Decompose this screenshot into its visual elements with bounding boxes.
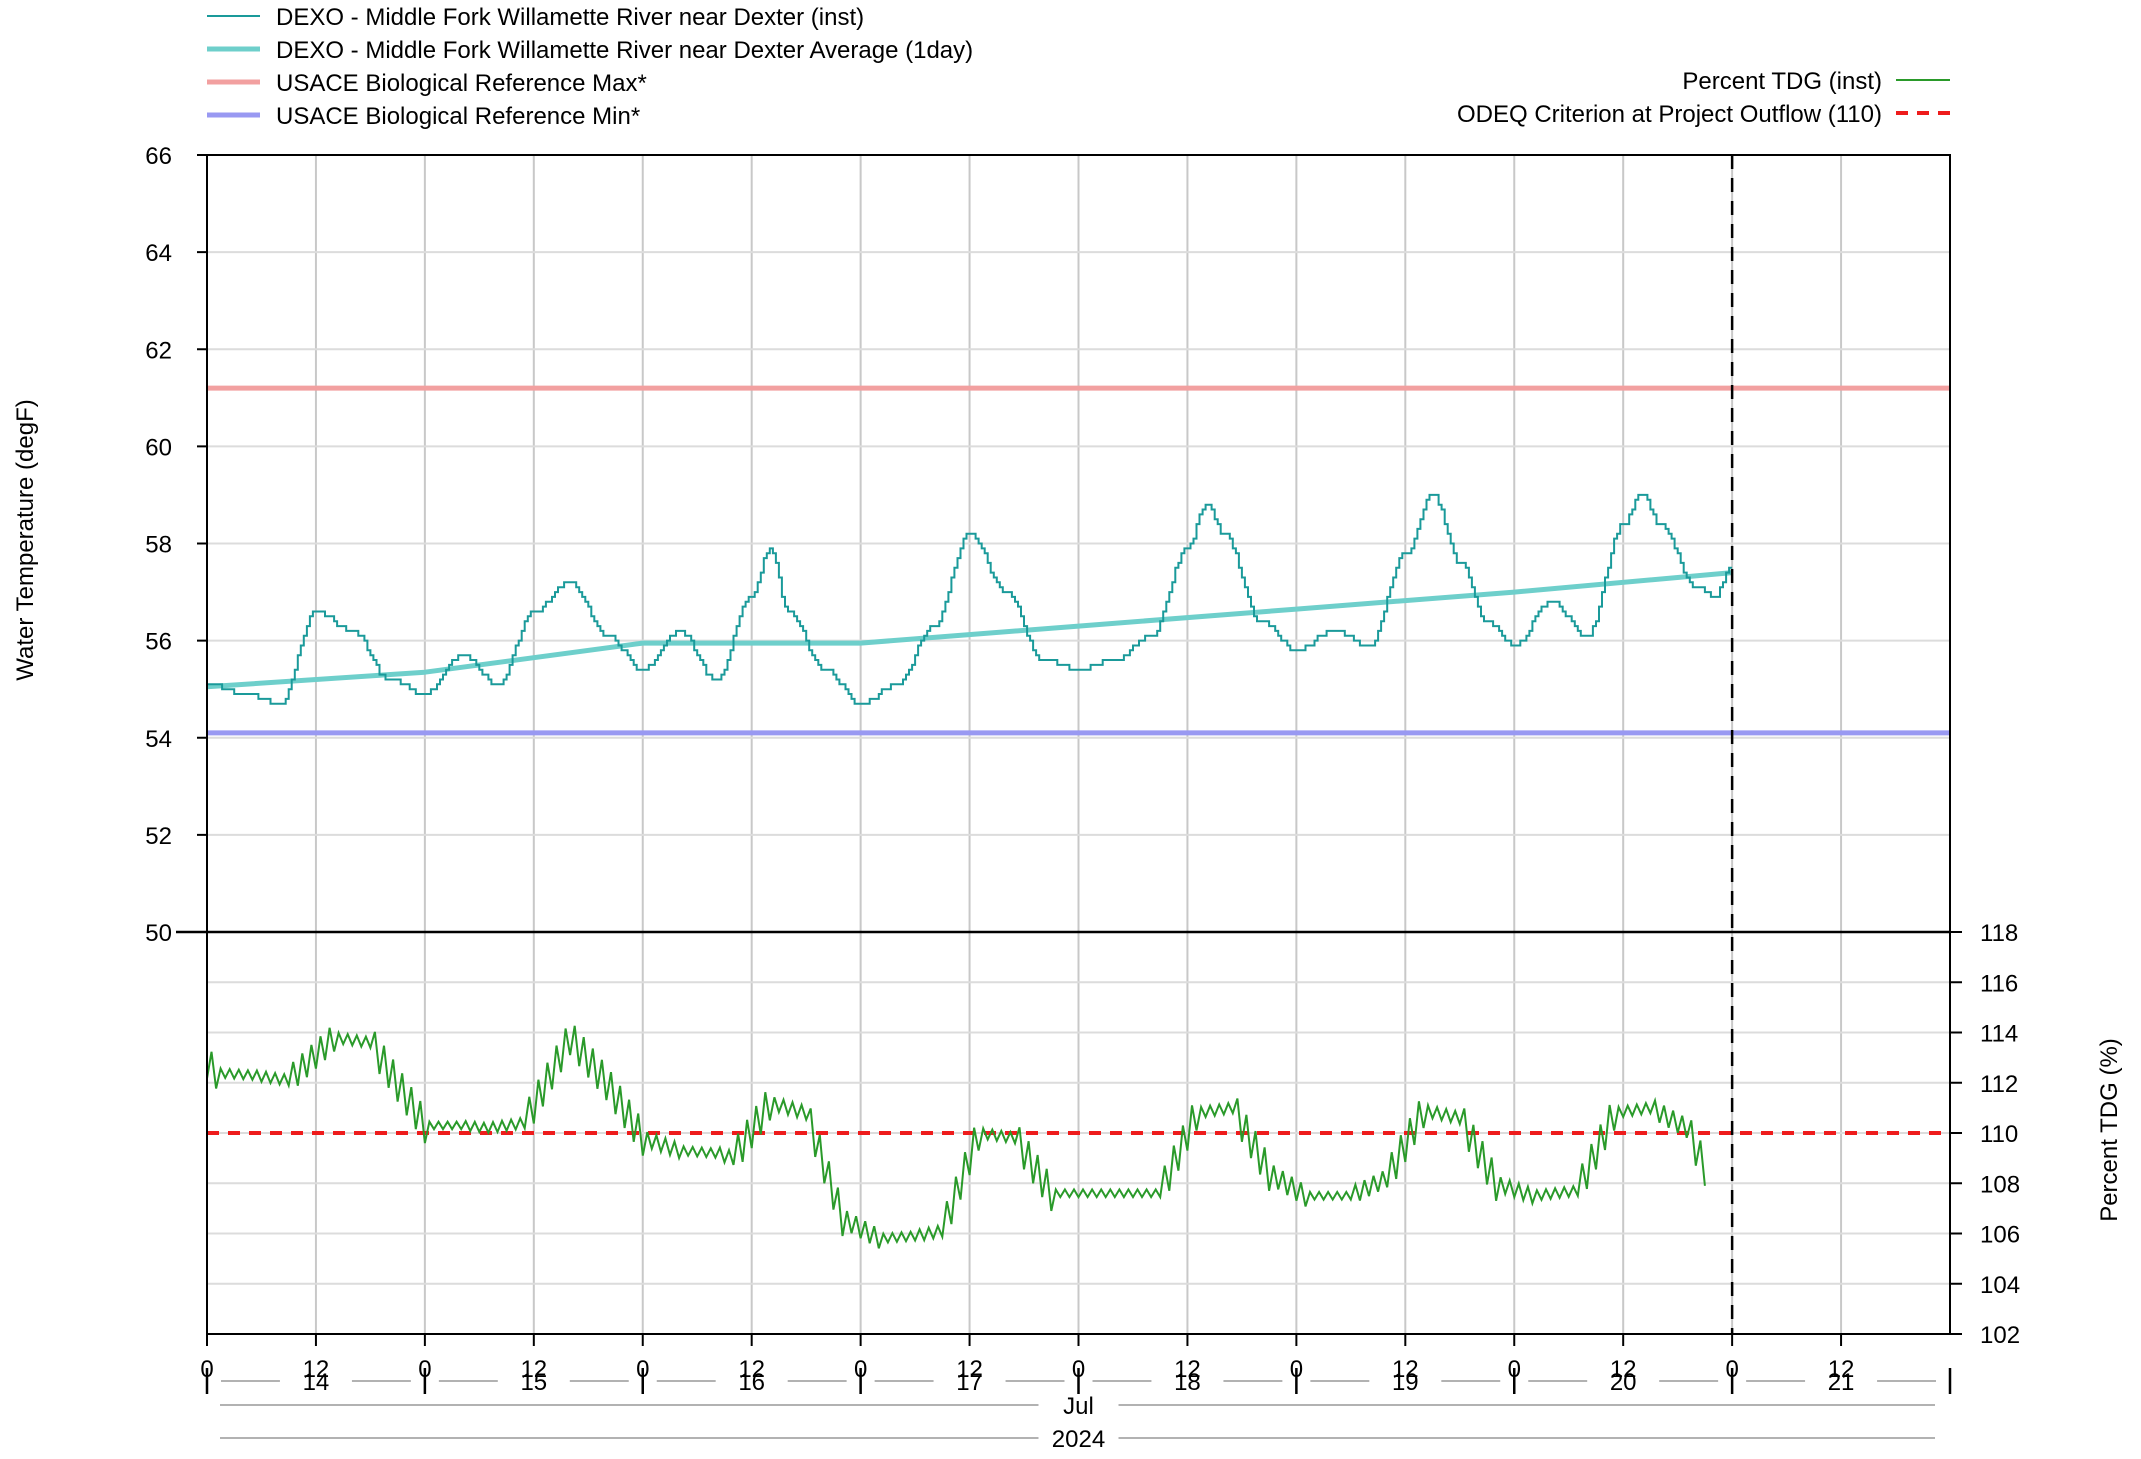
y-axis-ticks: 50 52 54 56 58 60 62 64 66 102 104 106 108 110 112 114 1…: [145, 143, 2020, 1349]
day-label: 20: [1610, 1369, 1637, 1396]
y-tick-label: 66: [145, 143, 172, 170]
x-tick-label: 12: [303, 1356, 330, 1383]
legend-label: DEXO - Middle Fork Willamette River near…: [276, 37, 973, 64]
x-tick-label: 12: [520, 1356, 547, 1383]
water-temp-inst-line: [207, 493, 1733, 705]
y2-tick-label: 118: [1980, 920, 2018, 947]
y-tick-label: 56: [145, 629, 172, 656]
legend-label: USACE Biological Reference Min*: [276, 103, 640, 130]
series-layer: [206, 385, 1950, 1249]
day-label: 21: [1828, 1369, 1855, 1396]
y2-tick-label: 108: [1980, 1171, 2020, 1198]
y-tick-label: 54: [145, 726, 172, 753]
y-tick-label: 52: [145, 823, 172, 850]
y-axis-title-right: Percent TDG (%): [2096, 1038, 2123, 1222]
y2-tick-label: 102: [1980, 1322, 2020, 1349]
y2-tick-label: 110: [1980, 1121, 2018, 1148]
day-label: 14: [303, 1369, 330, 1396]
y-tick-label: 64: [145, 240, 172, 267]
x-axis-ticks: 0120120120120120120120121415161718192021…: [200, 1334, 1952, 1453]
y2-tick-label: 106: [1980, 1222, 2020, 1249]
plot-frame: [176, 154, 1951, 1335]
legend-label: DEXO - Middle Fork Willamette River near…: [276, 4, 864, 31]
day-label: 16: [738, 1369, 765, 1396]
x-tick-label: 12: [1392, 1356, 1419, 1383]
y2-tick-label: 112: [1980, 1071, 2018, 1098]
year-label: 2024: [1052, 1426, 1105, 1453]
grid-lines: [207, 155, 1950, 1334]
y2-tick-label: 104: [1980, 1272, 2020, 1299]
y2-tick-label: 114: [1980, 1021, 2018, 1048]
legend-label: ODEQ Criterion at Project Outflow (110): [1457, 101, 1882, 128]
y-tick-label: 50: [145, 920, 172, 947]
tdg-inst-line: [206, 1025, 1706, 1249]
x-tick-label: 12: [738, 1356, 765, 1383]
average-1day-line: [206, 570, 1733, 690]
legend-label: USACE Biological Reference Max*: [276, 70, 647, 97]
y-tick-label: 62: [145, 337, 172, 364]
y-tick-label: 58: [145, 532, 172, 559]
x-tick-label: 12: [1610, 1356, 1637, 1383]
day-label: 19: [1392, 1369, 1419, 1396]
y-axis-title-left: Water Temperature (degF): [12, 399, 39, 680]
day-label: 18: [1174, 1369, 1201, 1396]
x-tick-label: 12: [956, 1356, 983, 1383]
day-label: 17: [956, 1369, 983, 1396]
x-tick-label: 12: [1828, 1356, 1855, 1383]
x-tick-label: 12: [1174, 1356, 1201, 1383]
day-label: 15: [520, 1369, 547, 1396]
month-label: Jul: [1063, 1393, 1094, 1420]
legend-label: Percent TDG (inst): [1682, 68, 1882, 95]
y-tick-label: 60: [145, 434, 172, 461]
y2-tick-label: 116: [1980, 970, 2018, 997]
legend: DEXO - Middle Fork Willamette River near…: [207, 4, 1950, 130]
